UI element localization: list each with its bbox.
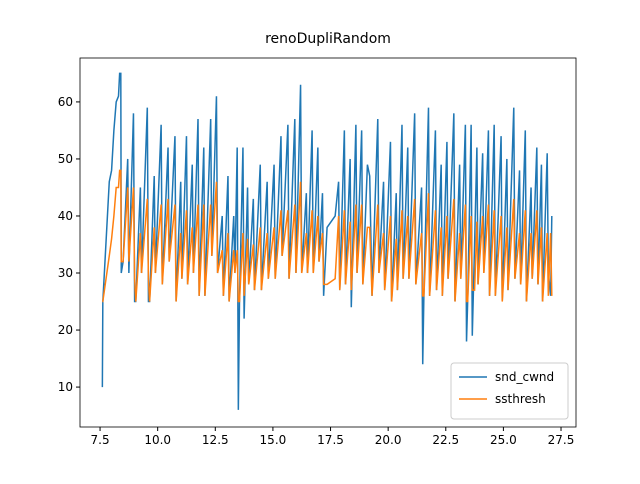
x-tick-label: 7.5 — [91, 433, 110, 447]
series-line — [102, 169, 553, 303]
y-tick-label: 20 — [58, 323, 73, 337]
x-tick-label: 17.5 — [317, 433, 344, 447]
x-tick-label: 12.5 — [202, 433, 229, 447]
y-tick-label: 40 — [58, 209, 73, 223]
x-tick-label: 27.5 — [548, 433, 575, 447]
plot-frame — [79, 57, 577, 428]
legend-label: snd_cwnd — [495, 370, 554, 384]
legend-label: ssthresh — [495, 392, 546, 406]
chart-title: renoDupliRandom — [265, 31, 391, 47]
x-tick-label: 25.0 — [490, 433, 517, 447]
y-tick-label: 30 — [58, 266, 73, 280]
x-tick-label: 15.0 — [260, 433, 287, 447]
y-tick-label: 10 — [58, 380, 73, 394]
x-tick-label: 10.0 — [144, 433, 171, 447]
y-tick-label: 60 — [58, 95, 73, 109]
x-tick-label: 22.5 — [432, 433, 459, 447]
y-tick-label: 50 — [58, 152, 73, 166]
x-tick-label: 20.0 — [375, 433, 402, 447]
